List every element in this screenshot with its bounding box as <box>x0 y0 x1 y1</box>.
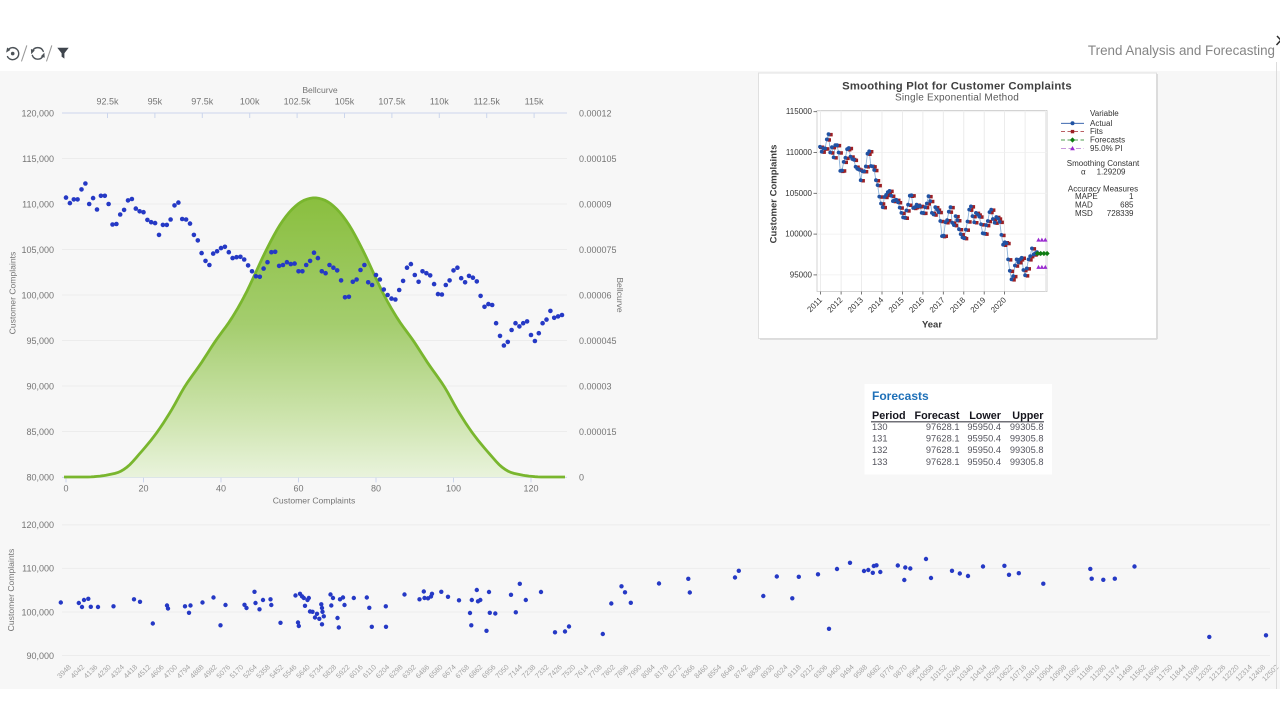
svg-text:110k: 110k <box>430 97 449 107</box>
svg-text:95,000: 95,000 <box>26 336 54 346</box>
svg-text:133: 133 <box>872 457 888 467</box>
svg-text:95950.4: 95950.4 <box>967 422 1001 432</box>
svg-text:Actual: Actual <box>1090 119 1112 128</box>
svg-text:Period: Period <box>872 410 906 422</box>
svg-text:Year: Year <box>922 320 942 331</box>
svg-text:Single Exponential Method: Single Exponential Method <box>895 93 1019 104</box>
svg-text:Customer Complaints: Customer Complaints <box>769 145 780 244</box>
svg-text:Accuracy Measures: Accuracy Measures <box>1068 185 1138 194</box>
svg-text:130: 130 <box>872 422 888 432</box>
svg-text:Forecast: Forecast <box>914 410 959 422</box>
svg-text:MAD: MAD <box>1075 201 1093 210</box>
svg-text:Smoothing Constant: Smoothing Constant <box>1067 159 1140 168</box>
svg-text:Smoothing Plot for Customer Co: Smoothing Plot for Customer Complaints <box>842 81 1072 93</box>
svg-text:115000: 115000 <box>786 107 813 116</box>
svg-text:60: 60 <box>293 484 303 494</box>
svg-text:Forecasts: Forecasts <box>872 389 929 403</box>
svg-text:20: 20 <box>138 484 148 494</box>
svg-text:Customer Complaints: Customer Complaints <box>6 549 16 632</box>
svg-text:99305.8: 99305.8 <box>1010 434 1044 444</box>
svg-text:97628.1: 97628.1 <box>926 422 960 432</box>
svg-text:115k: 115k <box>525 97 544 107</box>
svg-text:92.5k: 92.5k <box>96 97 119 107</box>
svg-text:85,000: 85,000 <box>26 427 54 437</box>
svg-text:Fits: Fits <box>1090 127 1103 136</box>
svg-text:107.5k: 107.5k <box>378 97 406 107</box>
svg-text:100: 100 <box>446 484 461 494</box>
svg-text:80: 80 <box>371 484 381 494</box>
svg-text:100,000: 100,000 <box>21 290 54 300</box>
svg-text:Customer Complaints: Customer Complaints <box>8 252 18 335</box>
svg-text:110,000: 110,000 <box>22 199 54 209</box>
svg-text:90,000: 90,000 <box>26 381 54 391</box>
svg-text:99305.8: 99305.8 <box>1010 445 1044 455</box>
svg-text:110000: 110000 <box>786 148 813 157</box>
svg-text:80,000: 80,000 <box>26 472 54 482</box>
svg-text:110,000: 110,000 <box>22 564 54 574</box>
svg-text:MSD: MSD <box>1075 209 1093 218</box>
svg-text:Lower: Lower <box>969 410 1002 422</box>
svg-text:120: 120 <box>523 484 538 494</box>
svg-text:40: 40 <box>216 484 226 494</box>
svg-text:Bellcurve: Bellcurve <box>615 277 625 313</box>
svg-text:1.29209: 1.29209 <box>1097 167 1126 176</box>
svg-text:Upper: Upper <box>1012 410 1044 422</box>
svg-text:95k: 95k <box>148 97 163 107</box>
svg-text:0.00003: 0.00003 <box>579 381 612 391</box>
svg-text:99305.8: 99305.8 <box>1010 422 1044 432</box>
svg-text:Variable: Variable <box>1090 109 1119 118</box>
svg-text:Bellcurve: Bellcurve <box>302 85 338 95</box>
svg-text:112.5k: 112.5k <box>474 97 501 107</box>
svg-text:Customer Complaints: Customer Complaints <box>273 496 356 506</box>
svg-text:99305.8: 99305.8 <box>1010 457 1044 467</box>
svg-text:97.5k: 97.5k <box>191 97 214 107</box>
svg-text:102.5k: 102.5k <box>284 97 312 107</box>
svg-text:120,000: 120,000 <box>21 520 54 530</box>
svg-text:Forecasts: Forecasts <box>1090 136 1125 145</box>
svg-text:97628.1: 97628.1 <box>926 445 960 455</box>
svg-text:0.00006: 0.00006 <box>579 290 612 300</box>
svg-text:1: 1 <box>1129 192 1134 201</box>
svg-text:MAPE: MAPE <box>1075 192 1098 201</box>
svg-text:95000: 95000 <box>790 270 813 279</box>
svg-text:100000: 100000 <box>785 230 812 239</box>
svg-text:0.000015: 0.000015 <box>579 427 617 437</box>
svg-text:0: 0 <box>63 484 68 494</box>
svg-text:132: 132 <box>872 445 888 455</box>
svg-text:685: 685 <box>1120 201 1134 210</box>
svg-text:0.000045: 0.000045 <box>579 336 617 346</box>
svg-text:0.000105: 0.000105 <box>579 154 617 164</box>
svg-text:105000: 105000 <box>785 189 812 198</box>
svg-text:0: 0 <box>579 472 584 482</box>
svg-text:α: α <box>1081 167 1086 176</box>
svg-text:0.00009: 0.00009 <box>579 199 612 209</box>
svg-text:95.0% PI: 95.0% PI <box>1090 144 1122 153</box>
svg-text:95950.4: 95950.4 <box>967 445 1001 455</box>
svg-text:105,000: 105,000 <box>21 245 54 255</box>
svg-text:131: 131 <box>872 434 888 444</box>
svg-text:0.000075: 0.000075 <box>579 245 617 255</box>
svg-text:Trend Analysis and Forecasting: Trend Analysis and Forecasting <box>1088 43 1275 58</box>
svg-text:97628.1: 97628.1 <box>926 457 960 467</box>
svg-text:120,000: 120,000 <box>21 108 54 118</box>
svg-text:90,000: 90,000 <box>26 651 54 661</box>
svg-text:95950.4: 95950.4 <box>967 457 1001 467</box>
svg-text:100,000: 100,000 <box>21 607 54 617</box>
svg-text:95950.4: 95950.4 <box>967 434 1001 444</box>
svg-text:97628.1: 97628.1 <box>926 434 960 444</box>
svg-text:115,000: 115,000 <box>22 154 54 164</box>
svg-text:728339: 728339 <box>1107 209 1134 218</box>
svg-text:100k: 100k <box>240 97 260 107</box>
svg-text:0.00012: 0.00012 <box>579 108 612 118</box>
svg-text:105k: 105k <box>335 97 355 107</box>
